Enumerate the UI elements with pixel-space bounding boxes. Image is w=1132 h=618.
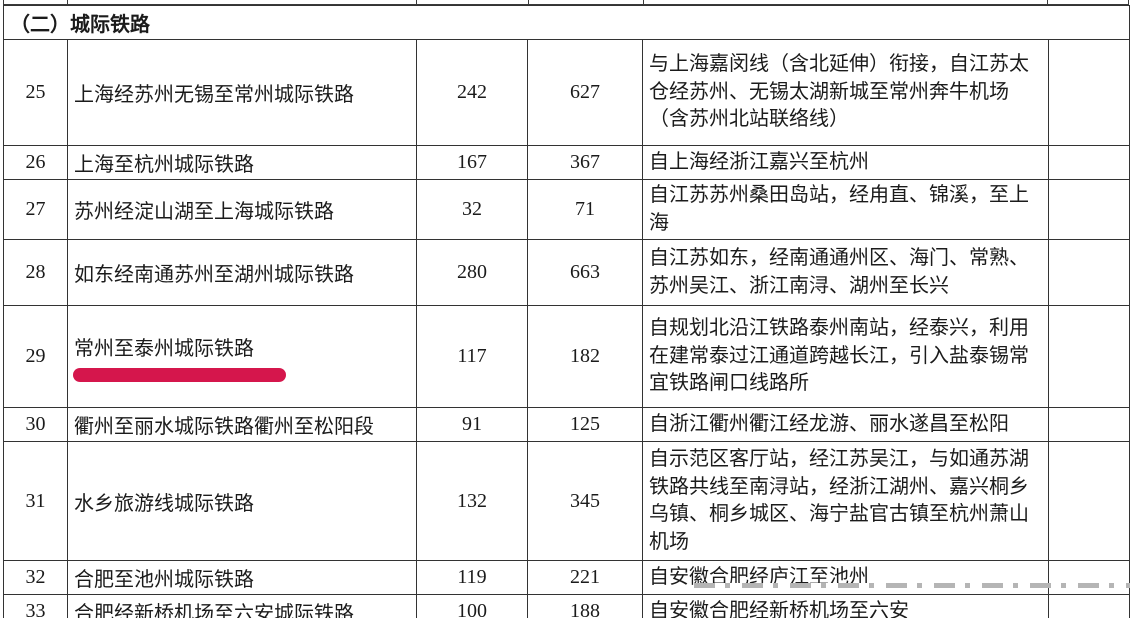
length-value-cell: 132: [416, 441, 528, 562]
description-cell: 自江苏如东，经南通通州区、海门、常熟、苏州吴江、浙江南浔、湖州至长兴: [642, 239, 1049, 307]
table-row: 29 常州至泰州城际铁路 117 182 自规划北沿江铁路泰州南站，经泰兴，利用在建常泰…: [3, 305, 1130, 409]
empty-cell: [1048, 594, 1130, 618]
column-border-line: [3, 0, 4, 5]
column-border-line: [643, 0, 644, 5]
empty-cell: [1048, 145, 1130, 180]
row-number-cell: 31: [3, 441, 68, 562]
section-header: （二）城际铁路: [3, 5, 1130, 40]
empty-cell: [1048, 560, 1130, 596]
intercity-railway-table: （二）城际铁路 25 上海经苏州无锡至常州城际铁路 242 627 与上海嘉闵线（含北延伸…: [3, 5, 1130, 618]
empty-cell: [1048, 305, 1130, 409]
length-value-cell: 280: [416, 239, 528, 307]
empty-cell: [1048, 441, 1130, 562]
length-value-cell: 117: [416, 305, 528, 409]
second-value-cell: 221: [527, 560, 643, 596]
watermark-dashes: [694, 583, 1130, 588]
railway-name-cell: 合肥经新桥机场至六安城际铁路: [67, 594, 417, 618]
table-row: 25 上海经苏州无锡至常州城际铁路 242 627 与上海嘉闵线（含北延伸）衔接，自江苏…: [3, 39, 1130, 146]
table-row: 30 衢州至丽水城际铁路衢州至松阳段 91 125 自浙江衢州衢江经龙游、丽水遂昌至松阳: [3, 407, 1130, 443]
section-header-row: （二）城际铁路: [3, 5, 1130, 40]
row-number-cell: 30: [3, 407, 68, 443]
second-value-cell: 663: [527, 239, 643, 307]
description-cell: 自示范区客厅站，经江苏吴江，与如通苏湖铁路共线至南浔站，经浙江湖州、嘉兴桐乡乌镇…: [642, 441, 1049, 562]
length-value-cell: 100: [416, 594, 528, 618]
railway-name-text: 常州至泰州城际铁路: [74, 337, 254, 360]
length-value-cell: 167: [416, 145, 528, 180]
railway-name-cell: 上海经苏州无锡至常州城际铁路: [67, 39, 417, 146]
column-border-line: [1047, 0, 1048, 5]
description-cell: 自上海经浙江嘉兴至杭州: [642, 145, 1049, 180]
railway-name-cell: 如东经南通苏州至湖州城际铁路: [67, 239, 417, 307]
railway-name-cell: 水乡旅游线城际铁路: [67, 441, 417, 562]
second-value-cell: 627: [527, 39, 643, 146]
red-highlight-marker: [73, 367, 286, 382]
second-value-cell: 71: [527, 178, 643, 241]
railway-name-cell: 衢州至丽水城际铁路衢州至松阳段: [67, 407, 417, 443]
row-number-cell: 27: [3, 178, 68, 241]
description-cell: 自安徽合肥经新桥机场至六安: [642, 594, 1049, 618]
second-value-cell: 367: [527, 145, 643, 180]
row-number-cell: 33: [3, 594, 68, 618]
second-value-cell: 188: [527, 594, 643, 618]
table-row: 33 合肥经新桥机场至六安城际铁路 100 188 自安徽合肥经新桥机场至六安: [3, 594, 1130, 618]
row-number-cell: 32: [3, 560, 68, 596]
second-value-cell: 182: [527, 305, 643, 409]
description-cell: 自浙江衢州衢江经龙游、丽水遂昌至松阳: [642, 407, 1049, 443]
length-value-cell: 119: [416, 560, 528, 596]
empty-cell: [1048, 407, 1130, 443]
column-border-line: [1128, 0, 1129, 5]
railway-name-cell: 合肥至池州城际铁路: [67, 560, 417, 596]
railway-name-cell: 常州至泰州城际铁路: [67, 305, 417, 409]
table-row: 31 水乡旅游线城际铁路 132 345 自示范区客厅站，经江苏吴江，与如通苏湖铁路共线…: [3, 441, 1130, 562]
row-number-cell: 28: [3, 239, 68, 307]
column-border-line: [528, 0, 529, 5]
table-row: 32 合肥至池州城际铁路 119 221 自安徽合肥经庐江至池州: [3, 560, 1130, 596]
row-number-cell: 25: [3, 39, 68, 146]
empty-cell: [1048, 178, 1130, 241]
column-border-line: [416, 0, 417, 5]
length-value-cell: 242: [416, 39, 528, 146]
empty-cell: [1048, 239, 1130, 307]
length-value-cell: 91: [416, 407, 528, 443]
railway-name-cell: 上海至杭州城际铁路: [67, 145, 417, 180]
length-value-cell: 32: [416, 178, 528, 241]
row-number-cell: 26: [3, 145, 68, 180]
railway-name-cell: 苏州经淀山湖至上海城际铁路: [67, 178, 417, 241]
description-cell: 与上海嘉闵线（含北延伸）衔接，自江苏太仓经苏州、无锡太湖新城至常州奔牛机场（含苏…: [642, 39, 1049, 146]
table-row: 27 苏州经淀山湖至上海城际铁路 32 71 自江苏苏州桑田岛站，经甪直、锦溪，至上海: [3, 178, 1130, 241]
second-value-cell: 125: [527, 407, 643, 443]
description-cell: 自安徽合肥经庐江至池州: [642, 560, 1049, 596]
description-cell: 自江苏苏州桑田岛站，经甪直、锦溪，至上海: [642, 178, 1049, 241]
empty-cell: [1048, 39, 1130, 146]
description-cell: 自规划北沿江铁路泰州南站，经泰兴，利用在建常泰过江通道跨越长江，引入盐泰锡常宜铁…: [642, 305, 1049, 409]
column-border-line: [67, 0, 68, 5]
row-divider-line: [3, 4, 1129, 5]
row-number-cell: 29: [3, 305, 68, 409]
table-row: 28 如东经南通苏州至湖州城际铁路 280 663 自江苏如东，经南通通州区、海门、常熟…: [3, 239, 1130, 307]
second-value-cell: 345: [527, 441, 643, 562]
table-row: 26 上海至杭州城际铁路 167 367 自上海经浙江嘉兴至杭州: [3, 145, 1130, 180]
